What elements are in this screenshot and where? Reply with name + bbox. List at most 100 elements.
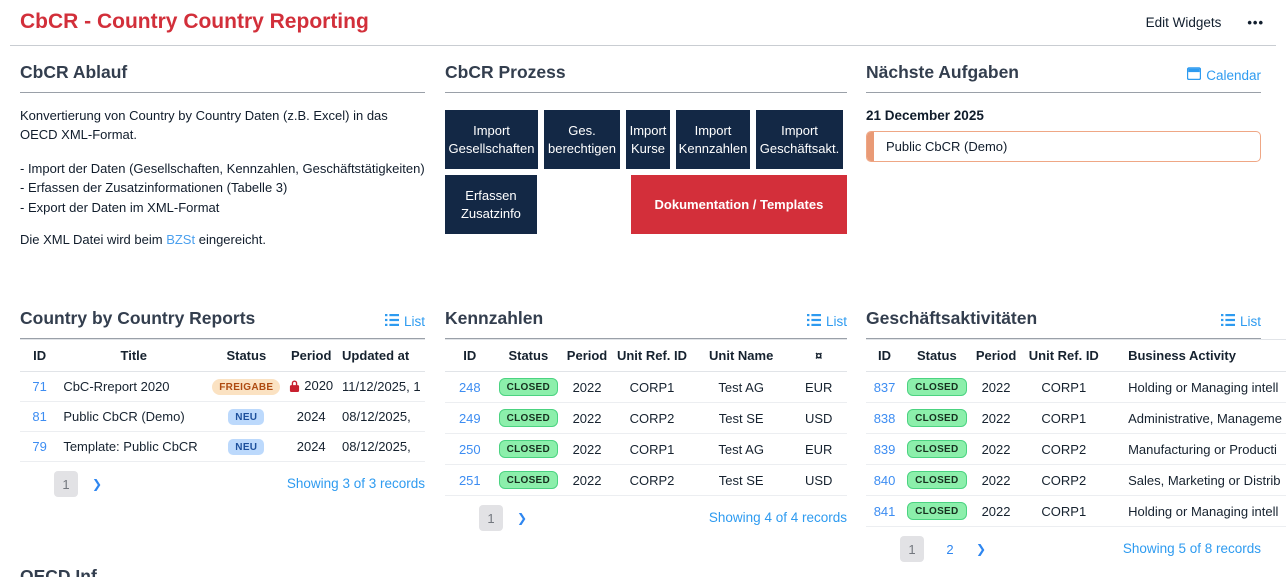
reports-list-link[interactable]: List	[384, 314, 425, 329]
list-link-label: List	[825, 314, 847, 329]
dokumentation-templates-button[interactable]: Dokumentation / Templates	[630, 175, 847, 234]
pagination-next-icon[interactable]: ❯	[976, 542, 987, 556]
task-label: Public CbCR (Demo)	[886, 139, 1008, 154]
pagination-page-1[interactable]: 1	[900, 536, 924, 562]
row-id-link[interactable]: 71	[32, 379, 47, 394]
table-row: 248 CLOSED 2022 CORP1 Test AG EUR	[445, 371, 847, 403]
updated-cell: 11/12/2025, 1	[338, 371, 425, 402]
ablauf-bullet: - Export der Daten im XML-Format	[20, 199, 220, 215]
widget-head: Nächste Aufgaben Calendar	[866, 62, 1261, 93]
ablauf-bullets: - Import der Daten (Gesellschaften, Kenn…	[20, 159, 425, 218]
unit_ref-cell: CORP1	[612, 433, 692, 465]
aktivitaeten-list-link[interactable]: List	[1220, 314, 1261, 329]
unit_ref-cell: CORP2	[612, 402, 692, 434]
edit-widgets-button[interactable]: Edit Widgets	[1145, 15, 1222, 30]
row-id-link[interactable]: 839	[873, 441, 896, 457]
period-cell: 2022	[970, 495, 1022, 527]
unit_ref-cell: CORP1	[1021, 495, 1107, 527]
status-badge: CLOSED	[907, 502, 967, 520]
records-summary: Showing 3 of 3 records	[286, 476, 425, 491]
ablauf-footer-text: Die XML Datei wird beim	[20, 232, 163, 248]
currency-cell: USD	[790, 464, 847, 496]
period-cell: 2024	[284, 401, 339, 432]
status-badge: NEU	[228, 409, 265, 425]
widget-head: Country by Country Reports List	[20, 308, 425, 339]
aktivitaeten-table: ID Status Period Unit Ref. ID Business Activ…	[866, 339, 1286, 527]
calendar-link-label: Calendar	[1206, 67, 1261, 83]
row-id-link[interactable]: 249	[458, 410, 481, 426]
currency-cell: EUR	[790, 371, 847, 403]
currency-cell: EUR	[790, 433, 847, 465]
status-badge: CLOSED	[907, 471, 967, 489]
table-row: 838 CLOSED 2022 CORP1 Administrative, Manage…	[866, 402, 1286, 434]
pagination-next-icon[interactable]: ❯	[92, 477, 103, 491]
unit_name-cell: Test AG	[691, 433, 791, 465]
row-id-link[interactable]: 838	[873, 410, 896, 426]
pagination-row: 1 2 ❯ Showing 5 of 8 records	[866, 536, 1261, 563]
row-id-link[interactable]: 251	[458, 472, 481, 488]
bzst-link[interactable]: BZSt	[166, 232, 196, 248]
column-header-id: ID	[445, 339, 495, 372]
import-kurse-button[interactable]: Import Kurse	[626, 110, 670, 169]
status-badge: CLOSED	[498, 471, 559, 489]
status-badge: CLOSED	[498, 409, 559, 427]
unit_name-cell: Test SE	[691, 464, 791, 496]
calendar-link[interactable]: Calendar	[1187, 67, 1261, 83]
pagination: 1 2 ❯	[866, 536, 1261, 562]
header-actions: Edit Widgets •••	[1146, 15, 1264, 30]
period-cell: 2022	[562, 433, 613, 465]
page-title: CbCR - Country Country Reporting	[20, 10, 369, 33]
activity-cell: Manufacturing or Producti	[1106, 433, 1286, 465]
period-cell: 2022	[970, 464, 1022, 496]
import-geschaeftsakt-button[interactable]: Import Geschäftsakt.	[756, 110, 843, 169]
task-item[interactable]: Public CbCR (Demo)	[866, 131, 1261, 162]
currency-cell: USD	[790, 402, 847, 434]
activity-cell: Holding or Managing intell	[1106, 371, 1286, 403]
row-id-link[interactable]: 81	[32, 409, 47, 424]
status-badge: CLOSED	[907, 409, 967, 427]
import-kennzahlen-button[interactable]: Import Kennzahlen	[676, 110, 750, 169]
pagination-row: 1 ❯ Showing 3 of 3 records	[20, 471, 425, 498]
kennzahlen-table: ID Status Period Unit Ref. ID Unit Name ¤ 248 C…	[445, 339, 847, 496]
import-gesellschaften-button[interactable]: Import Gesellschaften	[445, 110, 538, 169]
row-id-link[interactable]: 79	[32, 439, 47, 454]
column-header-status: Status	[903, 339, 971, 372]
ablauf-intro: Konvertierung von Country by Country Dat…	[20, 108, 388, 142]
updated-cell: 08/12/2025,	[338, 401, 425, 432]
kennzahlen-list-link[interactable]: List	[806, 314, 847, 329]
period-cell: 2022	[970, 433, 1022, 465]
widget-cbcr-ablauf: CbCR Ablauf Konvertierung von Country by…	[20, 62, 425, 250]
erfassen-zusatzinfo-button[interactable]: Erfassen Zusatzinfo	[445, 175, 537, 234]
more-options-icon[interactable]: •••	[1247, 15, 1264, 30]
row-id-link[interactable]: 837	[873, 379, 896, 395]
period-cell: 2022	[562, 371, 613, 403]
pagination-page-2[interactable]: 2	[946, 541, 954, 557]
pagination-page-1[interactable]: 1	[54, 471, 78, 497]
table-row: 840 CLOSED 2022 CORP2 Sales, Marketing or Di…	[866, 464, 1286, 496]
column-header-updated: Updated at	[338, 339, 425, 372]
pagination-next-icon[interactable]: ❯	[517, 511, 528, 525]
ges-berechtigen-button[interactable]: Ges. berechtigen	[544, 110, 620, 169]
column-header-unit_name: Unit Name	[691, 339, 791, 372]
unit_ref-cell: CORP1	[1021, 402, 1107, 434]
page-header: CbCR - Country Country Reporting Edit Wi…	[0, 0, 1286, 46]
period-cell: 2024	[284, 431, 339, 462]
table-row: 249 CLOSED 2022 CORP2 Test SE USD	[445, 402, 847, 434]
row-id-link[interactable]: 840	[873, 472, 896, 488]
records-summary: Showing 4 of 4 records	[708, 510, 847, 525]
pagination-row: 1 ❯ Showing 4 of 4 records	[445, 505, 847, 532]
row-id-link[interactable]: 841	[873, 503, 896, 519]
row-id-link[interactable]: 248	[458, 379, 481, 395]
widget-head: CbCR Prozess	[445, 62, 847, 93]
status-badge: NEU	[228, 439, 265, 455]
row-id-link[interactable]: 250	[458, 441, 481, 457]
header-divider	[10, 45, 1276, 46]
list-icon	[384, 314, 399, 329]
pagination-page-1[interactable]: 1	[479, 505, 503, 531]
process-steps: Import Gesellschaften Ges. berechtigen I…	[445, 110, 847, 234]
widget-title: Country by Country Reports	[20, 308, 256, 328]
widget-naechste-aufgaben: Nächste Aufgaben Calendar 21 December 20…	[866, 62, 1261, 162]
column-header-period: Period	[970, 339, 1022, 372]
unit_name-cell: Test SE	[691, 402, 791, 434]
